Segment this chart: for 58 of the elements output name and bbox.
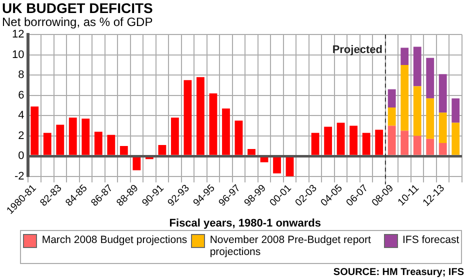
bar [400,48,409,65]
y-tick-label: 8 [18,69,24,82]
bar [30,106,39,155]
bar [426,98,434,139]
legend-label: March 2008 Budget projections [42,234,188,246]
bar [68,118,77,155]
bar [400,130,409,155]
bar [82,118,90,155]
bar [107,134,116,155]
bar [94,132,102,155]
bar [438,74,447,113]
bar [438,142,447,155]
bar [273,157,281,174]
bar [400,64,409,131]
y-tick-label: 10 [12,48,24,61]
bar [413,46,422,86]
y-tick-label: -2 [14,170,24,182]
bar [413,136,422,155]
bar [120,146,128,155]
bar [196,77,204,155]
ref-line-label: Projected [332,44,382,56]
y-tick-label: 2 [18,130,24,142]
bar [452,98,460,123]
legend-label: November 2008 Pre-Budget report projections [210,234,372,258]
bar [311,132,320,155]
bar [388,108,396,126]
bar [234,120,243,155]
y-tick-label: 6 [18,89,24,102]
chart-title: UK BUDGET DEFICITS [2,0,153,16]
bar [426,58,434,98]
bar [170,118,179,155]
bar [209,93,218,155]
bar [350,126,358,155]
bar [413,86,422,136]
source-note: SOURCE: HM Treasury; IFS [333,267,464,278]
bar [438,112,447,143]
y-tick-label: 4 [18,110,24,122]
bar [388,89,396,108]
bar [375,130,384,155]
bar [132,157,141,170]
legend-label: IFS forecast [402,234,460,246]
chart-subtitle: Net borrowing, as % of GDP [2,15,153,29]
bar [388,126,396,155]
bar [43,132,52,155]
x-axis-title: Fiscal years, 1980-1 onwards [169,217,321,230]
bar [158,144,166,155]
bar [286,157,294,176]
bar [452,122,460,155]
bar [184,80,192,155]
bar [362,132,370,155]
y-tick-label: 0 [18,150,24,162]
bar [56,124,64,155]
bar [336,122,345,155]
bar [324,126,332,155]
bar [222,108,230,155]
bar [248,149,256,155]
y-tick-label: 12 [12,28,24,41]
bar [426,138,434,155]
